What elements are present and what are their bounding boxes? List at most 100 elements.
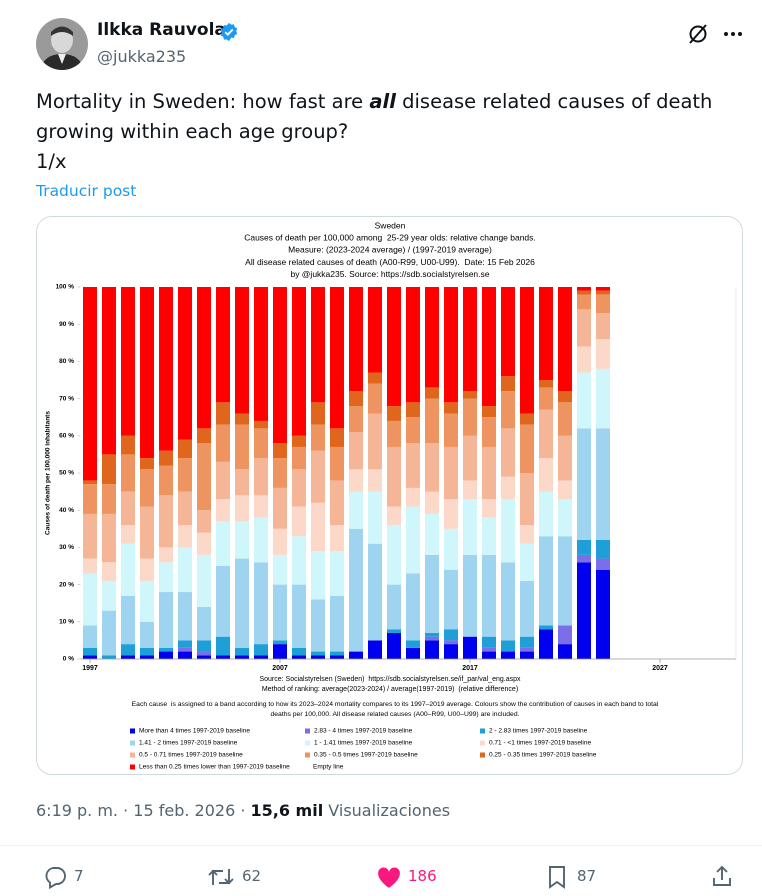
bar-segment [178,651,192,659]
legend-swatch [305,740,310,746]
bar-segment [596,313,610,340]
bar-segment [463,480,477,500]
bar-segment [596,539,610,559]
post-text: Mortality in Sweden: how fast are all di… [36,90,712,113]
bar-segment [273,287,287,444]
bar-segment [444,640,458,645]
user-name[interactable]: Ilkka Rauvola [97,20,226,40]
divider [0,845,762,846]
bar-segment [159,465,173,496]
bar-segment [140,506,154,559]
chart-subtitle: Measure: (2023-2024 average) / (1997-201… [288,245,492,255]
bar-segment [121,525,135,544]
bar-segment [444,413,458,447]
bar-segment [311,424,325,451]
legend-label: 1 - 1.41 times 1997-2019 baseline [314,740,413,747]
bookmark-icon[interactable] [546,865,568,889]
repost-count[interactable]: 62 [242,867,262,885]
bar-segment [558,499,572,537]
legend-swatch [130,740,135,746]
bar-segment [140,458,154,470]
bar-segment [216,461,230,500]
user-handle[interactable]: @jukka235 [97,47,187,66]
bar-segment [577,372,591,429]
bar-segment [311,599,325,652]
bar-segment [102,610,116,656]
share-icon[interactable] [710,864,734,888]
bar-segment [311,551,325,600]
repost-icon[interactable] [207,865,235,889]
bar-segment [539,380,553,388]
bar-segment [520,543,534,581]
bar-segment [520,651,534,659]
bar-segment [121,454,135,492]
verified-badge [220,22,238,42]
bar-segment [463,391,477,399]
bar-segment [140,558,154,581]
bar-segment [539,387,553,410]
translate-link[interactable]: Traducir post [36,182,137,200]
bar-segment [482,417,496,447]
chart-note: Each cause is assigned to a band accordi… [132,701,659,708]
bar-segment [330,446,344,481]
bar-segment [387,287,401,407]
legend-swatch [130,752,135,758]
bar-segment [387,406,401,421]
bar-segment [444,569,458,630]
grok-icon[interactable] [686,22,710,46]
bar-segment [482,647,496,652]
bar-segment [83,513,97,559]
bar-segment [387,629,401,633]
bar-segment [235,495,249,522]
bar-segment [235,558,249,648]
legend-swatch [480,728,485,734]
bar-segment [596,428,610,540]
bar-segment [482,636,496,648]
bar-segment [216,287,230,403]
y-tick-label: 80 % [59,358,74,365]
bar-segment [178,547,192,593]
x-tick-label: 2027 [652,665,668,672]
bar-segment [406,287,420,403]
reply-icon[interactable] [43,865,67,889]
bar-segment [330,651,344,656]
bar-segment [254,420,268,429]
bar-segment [368,287,382,373]
bar-segment [406,402,420,418]
bar-segment [102,655,116,659]
like-icon[interactable] [376,865,402,889]
bar-segment [501,287,515,377]
bar-segment [577,562,591,659]
bar-segment [501,391,515,429]
reply-count[interactable]: 7 [74,867,84,885]
bar-segment [482,517,496,555]
bar-segment [349,651,363,659]
legend-label: 2 - 2.83 times 1997-2019 baseline [489,728,588,735]
avatar[interactable] [36,18,88,70]
bar-segment [254,495,268,518]
bar-segment [140,621,154,648]
bar-segment [349,491,363,529]
bar-segment [178,439,192,459]
more-menu[interactable] [722,24,744,44]
bar-segment [292,287,306,436]
views-label: Visualizaciones [323,801,451,820]
bar-segment [444,402,458,414]
bookmark-count[interactable]: 87 [577,867,597,885]
chart-source: Method of ranking: average(2023-2024) / … [262,686,518,693]
media-card[interactable]: Sweden Causes of death per 100,000 among … [36,216,743,775]
bar-segment [539,536,553,626]
bar-segment [83,558,97,574]
like-count[interactable]: 186 [408,867,437,885]
bar-segment [368,372,382,384]
bar-segment [482,287,496,407]
bar-segment [425,443,439,492]
bar-segment [159,450,173,466]
bar-segment [273,443,287,459]
bar-segment [520,647,534,652]
bar-segment [254,655,268,659]
bar-segment [197,510,211,533]
bar-segment [197,606,211,641]
bar-segment [121,287,135,436]
legend-swatch [305,728,310,734]
